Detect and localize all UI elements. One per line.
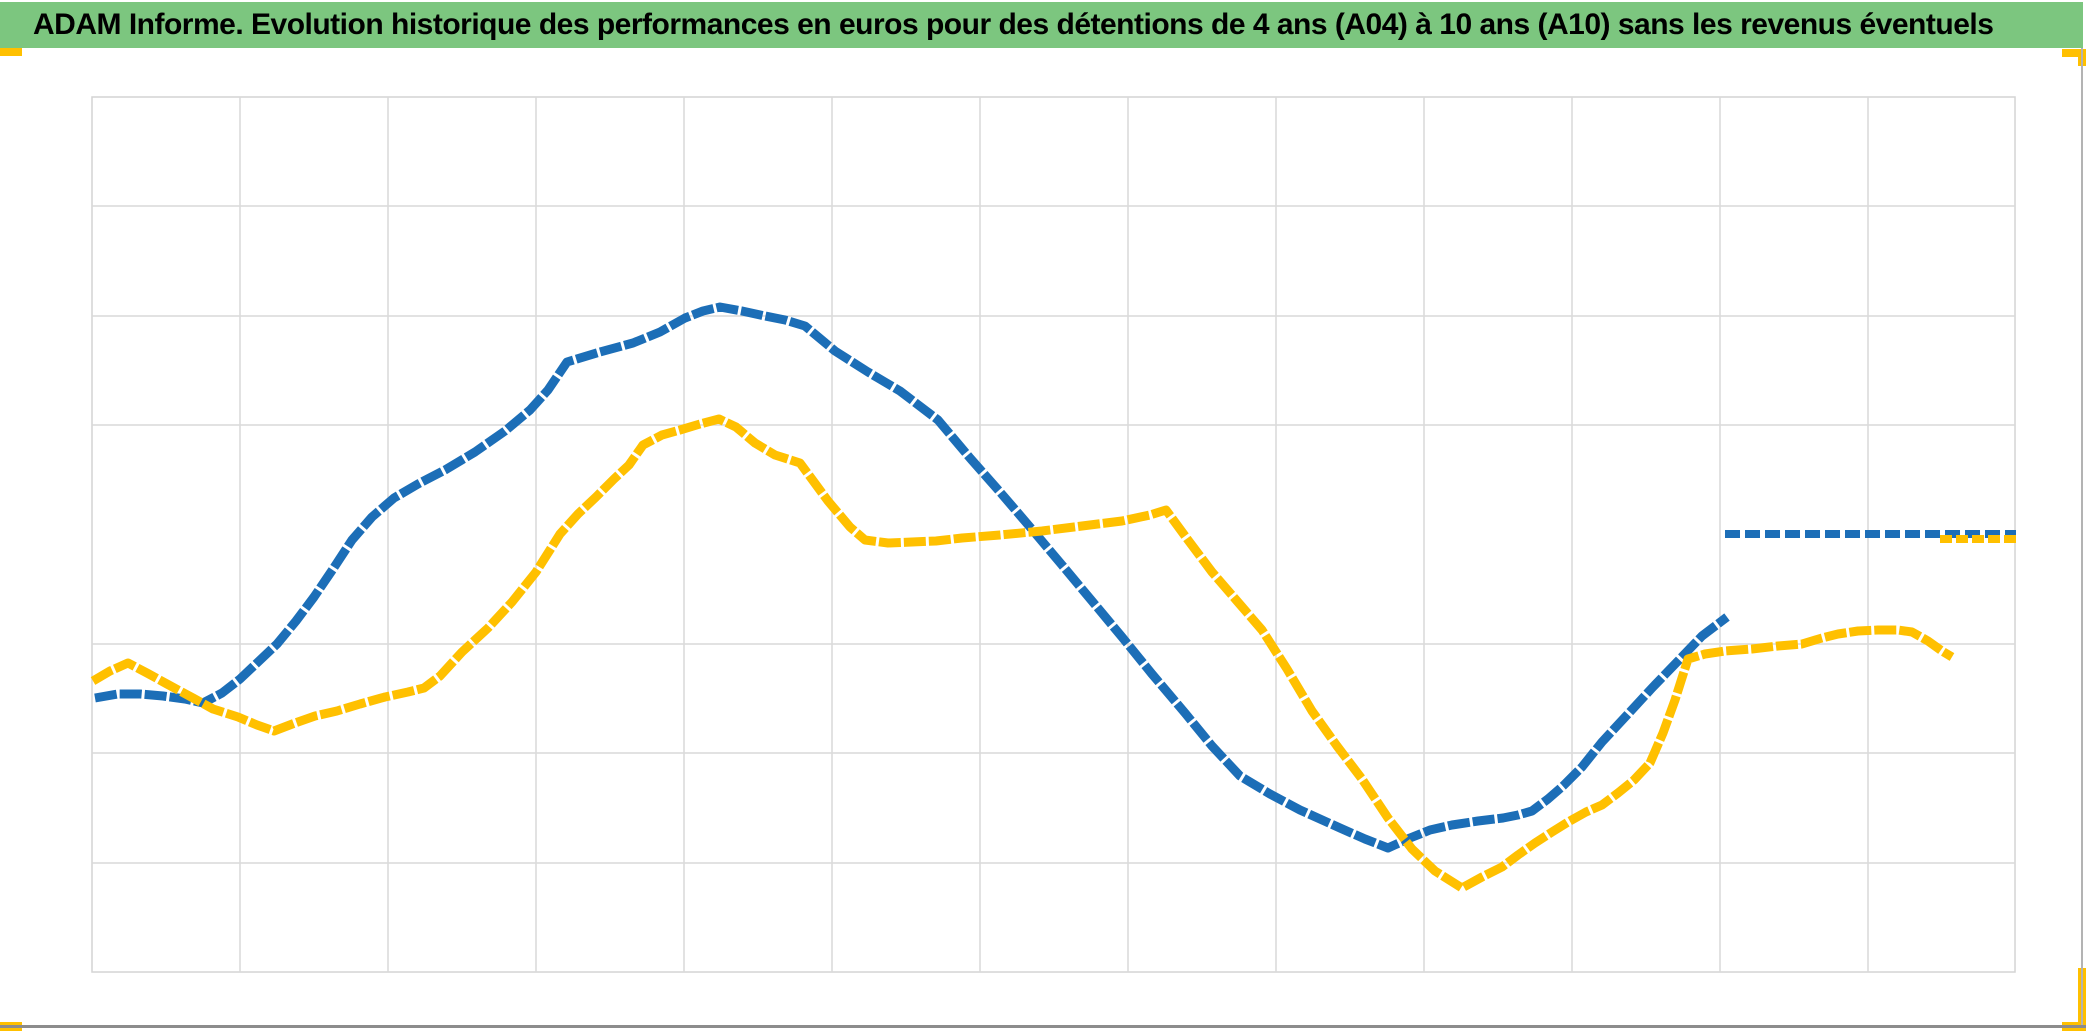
chart-title: ADAM Informe. Evolution historique des p…	[33, 8, 1994, 41]
corner-mark-top-right-horizontal	[2062, 49, 2086, 57]
serie-bleue-line	[94, 302, 1730, 853]
window-right-border	[2081, 48, 2083, 1026]
title-bar: ADAM Informe. Evolution historique des p…	[0, 2, 2083, 48]
window-bottom-border	[0, 1025, 2086, 1028]
serie-jaune-line	[90, 414, 1955, 893]
corner-mark-top-left	[0, 48, 22, 56]
